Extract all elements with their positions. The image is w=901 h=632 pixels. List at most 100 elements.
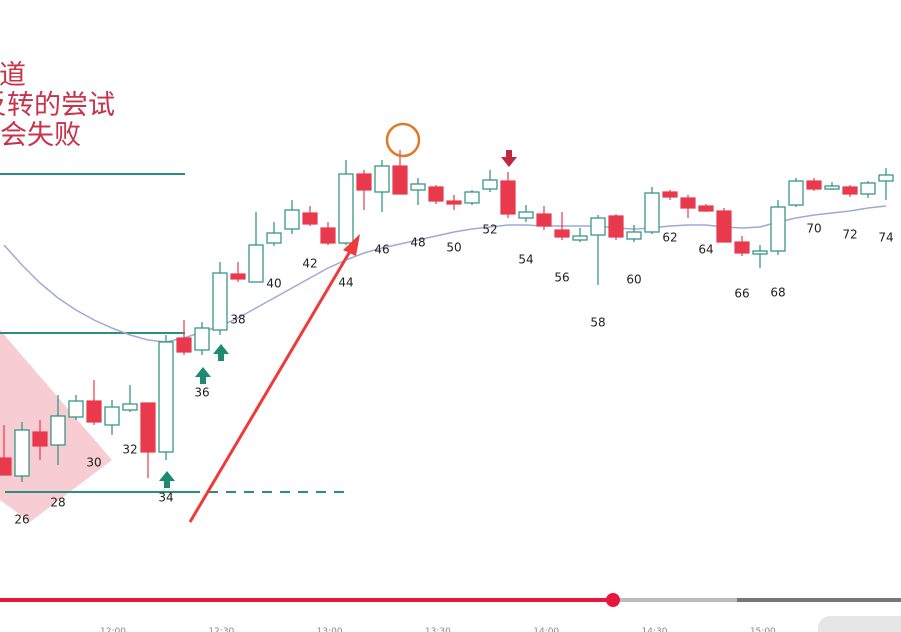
candle-body xyxy=(158,341,174,453)
candle-body xyxy=(788,180,804,206)
time-label: 14:30 xyxy=(642,627,668,632)
time-label: 13:30 xyxy=(425,627,451,632)
bar-label: 52 xyxy=(482,223,497,237)
moving-average xyxy=(3,205,887,343)
candle-body xyxy=(662,191,678,198)
progress-buffered[interactable] xyxy=(613,598,737,602)
candle-body xyxy=(0,457,12,476)
candle-body xyxy=(680,197,696,209)
candle-body xyxy=(14,429,30,477)
annotation: 反转的尝试 xyxy=(0,90,115,121)
bar-label: 58 xyxy=(590,316,605,330)
candle-body xyxy=(194,327,210,351)
candle-body xyxy=(230,273,246,280)
candle-body xyxy=(104,406,120,426)
candle-body xyxy=(140,402,156,453)
candle-body xyxy=(356,173,372,191)
down-arrow xyxy=(501,150,517,167)
candle-body xyxy=(752,250,768,255)
candle-body xyxy=(770,206,786,252)
candle-body xyxy=(446,200,462,205)
bar-label: 28 xyxy=(50,496,65,510)
candle-body xyxy=(878,174,894,182)
candle-body xyxy=(860,182,876,195)
candle-body xyxy=(626,231,642,240)
bar-label: 66 xyxy=(734,287,749,301)
bar-label: 54 xyxy=(518,253,533,267)
bar-label: 26 xyxy=(14,513,29,527)
bar-label: 74 xyxy=(878,231,893,245)
candle-body xyxy=(248,244,264,283)
candle-body xyxy=(302,212,318,225)
candle-body xyxy=(374,165,390,193)
progress-rest[interactable] xyxy=(737,598,901,602)
candle-body xyxy=(572,235,588,241)
candle-body xyxy=(806,180,822,190)
candle-body xyxy=(50,415,66,446)
time-label: 15:00 xyxy=(750,627,776,632)
bar-label: 48 xyxy=(410,236,425,250)
plot: 26 28 30 32 34 36 38 40 42 44 46 48 50 52 54 56 58 60 62 64… xyxy=(0,150,894,527)
bar-label: 46 xyxy=(374,243,389,257)
candle-body xyxy=(608,215,624,238)
candle-body xyxy=(176,337,192,353)
candle-body xyxy=(122,403,138,411)
bar-label: 34 xyxy=(158,491,173,505)
up-arrow xyxy=(159,471,175,488)
candle-body xyxy=(698,205,714,212)
candle-body xyxy=(644,192,660,233)
time-label: 12:00 xyxy=(100,627,126,632)
progress-handle[interactable] xyxy=(606,593,620,607)
up-arrow xyxy=(195,367,211,384)
candle-body xyxy=(734,241,750,254)
bar-label: 70 xyxy=(806,222,821,236)
candle-body xyxy=(266,232,282,244)
bar-label: 60 xyxy=(626,273,641,287)
candle-body xyxy=(284,209,300,230)
candle-body xyxy=(842,186,858,195)
time-label: 13:00 xyxy=(317,627,343,632)
candle-body xyxy=(500,180,516,215)
bar-label: 36 xyxy=(194,386,209,400)
bar-label: 30 xyxy=(86,456,101,470)
arrow xyxy=(188,247,354,523)
candle-body xyxy=(320,227,336,244)
candle-body xyxy=(590,217,606,236)
bar-label: 42 xyxy=(302,257,317,271)
candle-body xyxy=(482,179,498,190)
highlight-circle xyxy=(385,122,421,158)
bar-label: 32 xyxy=(122,443,137,457)
candle-body xyxy=(428,186,444,202)
candle-body xyxy=(518,211,534,219)
player-controls[interactable] xyxy=(818,616,901,632)
bar-label: 44 xyxy=(338,276,353,290)
candle-body xyxy=(536,213,552,227)
bar-label: 64 xyxy=(698,243,713,257)
candle-body xyxy=(464,191,480,204)
bar-label: 62 xyxy=(662,231,677,245)
candle-body xyxy=(212,272,228,331)
candle-body xyxy=(338,173,354,244)
progress-played[interactable] xyxy=(0,598,613,602)
bar-label: 50 xyxy=(446,241,461,255)
candle-body xyxy=(554,229,570,238)
candle-body xyxy=(86,400,102,423)
candle-body xyxy=(410,183,426,191)
bar-label: 68 xyxy=(770,286,785,300)
annotation: 通道 xyxy=(0,60,26,91)
time-label: 14:00 xyxy=(533,627,559,632)
candle-body xyxy=(824,185,840,190)
bar-label: 40 xyxy=(266,277,281,291)
bar-label: 56 xyxy=(554,271,569,285)
candle-body xyxy=(32,431,48,447)
candle-body xyxy=(716,210,732,243)
up-arrow xyxy=(213,344,229,361)
candle-body xyxy=(392,165,408,195)
arrow-head xyxy=(343,234,360,256)
bar-label: 38 xyxy=(230,313,245,327)
annotation: 会失败 xyxy=(0,120,81,151)
candle-body xyxy=(68,400,84,418)
bar-label: 72 xyxy=(842,228,857,242)
time-label: 12:30 xyxy=(208,627,234,632)
